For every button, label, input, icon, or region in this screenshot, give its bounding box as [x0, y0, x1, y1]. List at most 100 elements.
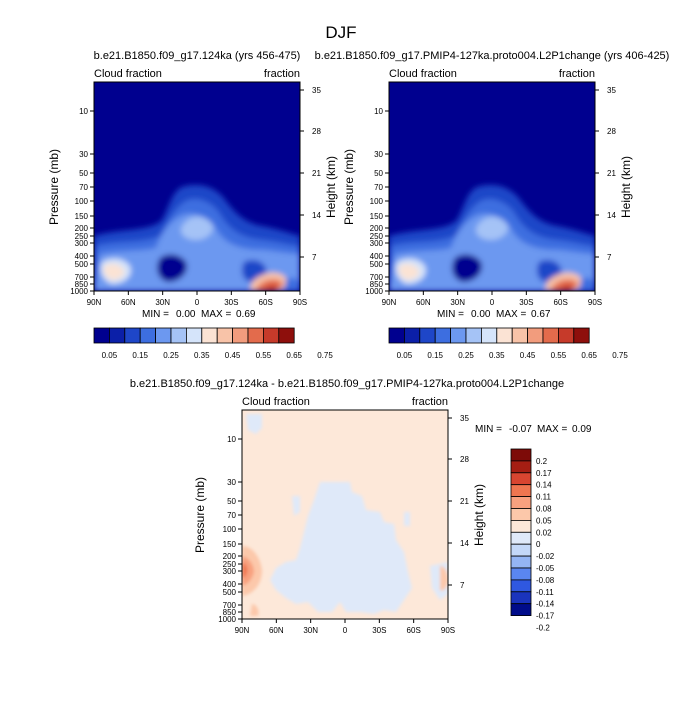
colorbar-swatch: [278, 327, 295, 344]
height-tick-label: 7: [607, 253, 612, 262]
y-tick-label: 50: [374, 169, 383, 178]
colorbar-swatch: [465, 327, 482, 344]
x-tick-label: 90S: [293, 298, 307, 307]
colorbar-swatch: [388, 327, 405, 344]
y-tick-label: 200: [370, 224, 384, 233]
colorbar-label: 0.45: [225, 351, 241, 360]
colorbar-swatch: [510, 508, 532, 521]
colorbar-swatch: [216, 327, 233, 344]
y-axis-label-right: Height (km): [619, 156, 633, 218]
colorbar-label: 0.05: [102, 351, 118, 360]
colorbar-label: 0.25: [458, 351, 474, 360]
colorbar-swatch: [510, 448, 532, 462]
panel-title: b.e21.B1850.f09_g17.PMIP4-127ka.proto004…: [315, 50, 670, 62]
colorbar-swatch: [496, 327, 513, 344]
y-tick-label: 30: [79, 150, 88, 159]
min-value: 0.00: [176, 309, 196, 320]
contour-field: [389, 82, 595, 291]
x-tick-label: 90S: [441, 626, 455, 635]
y-tick-label: 30: [374, 150, 383, 159]
colorbar-swatch: [510, 579, 532, 593]
colorbar-swatch: [139, 327, 156, 344]
colorbar-label: 0.15: [427, 351, 443, 360]
colorbar-label: 0.45: [520, 351, 536, 360]
y-tick-label: 100: [370, 197, 384, 206]
y-tick-label: 70: [79, 183, 88, 192]
y-tick-label: 70: [374, 183, 383, 192]
max-label: MAX =: [496, 309, 526, 320]
stats: MIN = 0.00 MAX = 0.69: [142, 309, 256, 320]
x-tick-label: 30N: [155, 298, 170, 307]
x-ticks: 90N 60N 30N 0 30S 60S 90S: [382, 291, 602, 307]
y-axis-label: Pressure (mb): [47, 149, 61, 225]
x-tick-label: 90N: [87, 298, 102, 307]
colorbar-swatch: [510, 603, 532, 617]
y-tick-label: 250: [370, 232, 384, 241]
height-tick-label: 21: [312, 169, 321, 178]
x-ticks: 90N 60N 30N 0 30S 60S 90S: [235, 619, 455, 635]
y-tick-label: 700: [223, 601, 237, 610]
stats: MIN = 0.00 MAX = 0.67: [437, 309, 551, 320]
colorbar-label: 0.17: [536, 469, 552, 478]
colorbar: 0.2 0.17 0.14 0.11 0.08 0.05 0.02 0 -0.02 -0.05 -0…: [510, 448, 555, 633]
colorbar-swatch: [510, 460, 532, 474]
height-tick-label: 28: [460, 455, 469, 464]
units-label: fraction: [559, 68, 595, 80]
colorbar-label: 0.14: [536, 481, 552, 490]
colorbar: 0.05 0.15 0.25 0.35 0.45 0.55 0.65 0.75: [93, 327, 333, 360]
colorbar-label: 0.75: [317, 351, 333, 360]
colorbar-label: 0.65: [581, 351, 597, 360]
y-tick-label: 500: [75, 260, 89, 269]
y-tick-label: 1000: [365, 287, 383, 296]
colorbar-swatch: [510, 591, 532, 605]
colorbar-swatch: [511, 327, 529, 344]
max-label: MAX =: [201, 309, 231, 320]
colorbar-label: 0.05: [397, 351, 413, 360]
y-tick-label: 500: [223, 588, 237, 597]
colorbar-label: 0.05: [536, 516, 552, 525]
x-tick-label: 60S: [259, 298, 273, 307]
colorbar-label: 0.25: [163, 351, 179, 360]
colorbar-swatch: [510, 520, 532, 533]
colorbar-label: -0.17: [536, 612, 555, 621]
y-tick-label: 400: [370, 252, 384, 261]
x-tick-label: 60S: [407, 626, 421, 635]
colorbar-label: 0.65: [286, 351, 302, 360]
x-tick-label: 90N: [382, 298, 397, 307]
x-tick-label: 0: [490, 298, 495, 307]
colorbar-swatch: [527, 327, 544, 344]
height-tick-label: 21: [460, 497, 469, 506]
y-tick-label: 1000: [70, 287, 88, 296]
colorbar-swatch: [558, 327, 575, 344]
x-tick-label: 30S: [372, 626, 386, 635]
colorbar-label: 0: [536, 540, 541, 549]
y-tick-label: 150: [75, 212, 89, 221]
colorbar-swatch: [480, 327, 498, 344]
colorbar-swatch: [542, 327, 559, 344]
stats: MIN = -0.07 MAX = 0.09: [475, 424, 592, 435]
x-tick-label: 90N: [235, 626, 250, 635]
contour-field: [242, 410, 448, 619]
variable-label: Cloud fraction: [94, 68, 162, 80]
y-tick-label: 250: [223, 560, 237, 569]
height-tick-label: 35: [607, 86, 616, 95]
y-tick-label: 300: [370, 239, 384, 248]
right-ticks: 35 28 21 14 7: [595, 86, 616, 262]
colorbar-swatch: [434, 327, 452, 344]
colorbar-swatch: [247, 327, 264, 344]
height-tick-label: 35: [460, 414, 469, 423]
height-tick-label: 14: [460, 539, 469, 548]
x-tick-label: 0: [343, 626, 348, 635]
y-axis-label: Pressure (mb): [342, 149, 356, 225]
colorbar-label: -0.02: [536, 552, 555, 561]
colorbar-swatch: [450, 327, 467, 344]
contour-field: [94, 82, 300, 291]
colorbar: 0.05 0.15 0.25 0.35 0.45 0.55 0.65 0.75: [388, 327, 628, 360]
y-tick-label: 10: [79, 107, 88, 116]
y-tick-label: 700: [75, 273, 89, 282]
colorbar-swatch: [403, 327, 421, 344]
x-tick-label: 60N: [416, 298, 431, 307]
colorbar-swatch: [510, 567, 532, 581]
